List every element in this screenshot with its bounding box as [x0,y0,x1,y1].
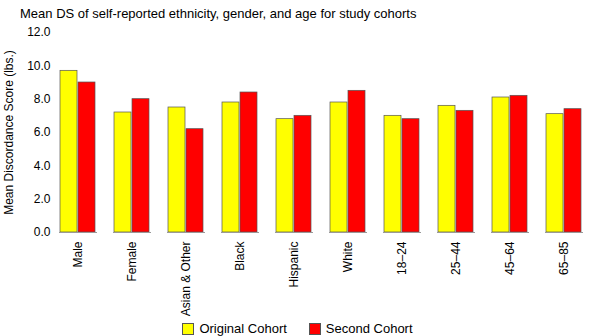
html-text:Original Cohort: Original Cohort [199,320,287,336]
svg-text:Asian & Other: Asian & Other [179,241,193,316]
svg-text:0.0: 0.0 [34,225,51,239]
svg-text:Black: Black [233,241,247,271]
svg-text:6.0: 6.0 [34,125,51,139]
svg-text:Female: Female [125,241,139,281]
svg-text:4.0: 4.0 [34,159,51,173]
svg-text:10.0: 10.0 [27,59,51,73]
svg-text:18–24: 18–24 [395,241,409,275]
svg-text:8.0: 8.0 [34,92,51,106]
svg-text:12.0: 12.0 [27,25,51,39]
svg-text:Hispanic: Hispanic [287,242,301,288]
svg-text:White: White [341,241,355,272]
svg-text:65–85: 65–85 [557,241,571,275]
html-text:Second Cohort: Second Cohort [325,320,413,336]
html-text:Mean DS of self-reported ethni: Mean DS of self-reported ethnicity, gend… [20,6,417,21]
svg-text:2.0: 2.0 [34,192,51,206]
svg-text:Mean Discordance Score (lbs.): Mean Discordance Score (lbs.) [2,50,16,215]
svg-text:45–64: 45–64 [503,241,517,275]
svg-text:25–44: 25–44 [449,241,463,275]
svg-text:Male: Male [71,241,85,267]
